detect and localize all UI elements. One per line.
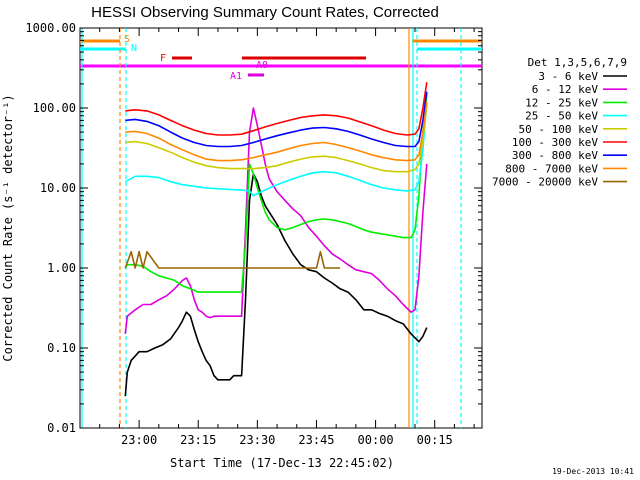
series-line-7 — [125, 101, 428, 162]
series-line-8 — [124, 250, 341, 269]
x-tick-label: 00:15 — [417, 433, 453, 447]
annotation-a0: A0 — [256, 60, 268, 71]
annotation-n: N — [131, 43, 137, 54]
y-tick-label: 10.00 — [40, 181, 76, 195]
y-tick-label: 1000.00 — [25, 21, 76, 35]
x-tick-label: 23:30 — [239, 433, 275, 447]
y-axis-label: Corrected Count Rate (s⁻¹ detector⁻¹) — [1, 94, 15, 361]
axis-ticks: 0.01 0.10 1.00 10.00 100.00 1000.00 23:00 23:15… — [25, 21, 482, 447]
y-tick-label: 0.01 — [47, 421, 76, 435]
y-tick-label: 100.00 — [33, 101, 76, 115]
legend-label: 100 - 300 keV — [512, 136, 598, 149]
legend-label: 800 - 7000 keV — [505, 162, 598, 175]
series-layer — [124, 82, 428, 397]
y-tick-label: 0.10 — [47, 341, 76, 355]
legend-title: Det 1,3,5,6,7,9 — [528, 56, 627, 69]
legend-label: 300 - 800 keV — [512, 149, 598, 162]
series-line-3 — [124, 101, 428, 197]
legend-label: 3 - 6 keV — [538, 70, 598, 83]
annotation-a1: A1 — [230, 71, 242, 82]
x-tick-label: 00:00 — [358, 433, 394, 447]
observing-flags — [80, 28, 482, 428]
series-line-0 — [124, 173, 428, 397]
plot-frame — [79, 27, 483, 429]
x-axis-label: Start Time (17-Dec-13 22:45:02) — [170, 456, 394, 470]
x-tick-label: 23:00 — [121, 433, 157, 447]
series-line-2 — [124, 93, 428, 293]
footer-date: 19-Dec-2013 10:41 — [552, 467, 634, 476]
legend-label: 12 - 25 keV — [525, 96, 598, 109]
x-tick-label: 23:15 — [180, 433, 216, 447]
annotation-s: S — [124, 34, 130, 45]
x-tick-label: 23:45 — [298, 433, 334, 447]
series-line-5 — [125, 82, 428, 136]
legend-label: 50 - 100 keV — [519, 123, 599, 136]
series-line-4 — [125, 104, 428, 173]
legend-label: 25 - 50 keV — [525, 110, 598, 123]
legend-label: 6 - 12 keV — [532, 83, 599, 96]
chart-title: HESSI Observing Summary Count Rates, Cor… — [91, 4, 439, 21]
series-line-6 — [125, 91, 428, 148]
annotation-f: F — [160, 53, 166, 64]
series-line-1 — [124, 107, 428, 334]
y-tick-label: 1.00 — [47, 261, 76, 275]
legend-label: 7000 - 20000 keV — [492, 176, 598, 189]
